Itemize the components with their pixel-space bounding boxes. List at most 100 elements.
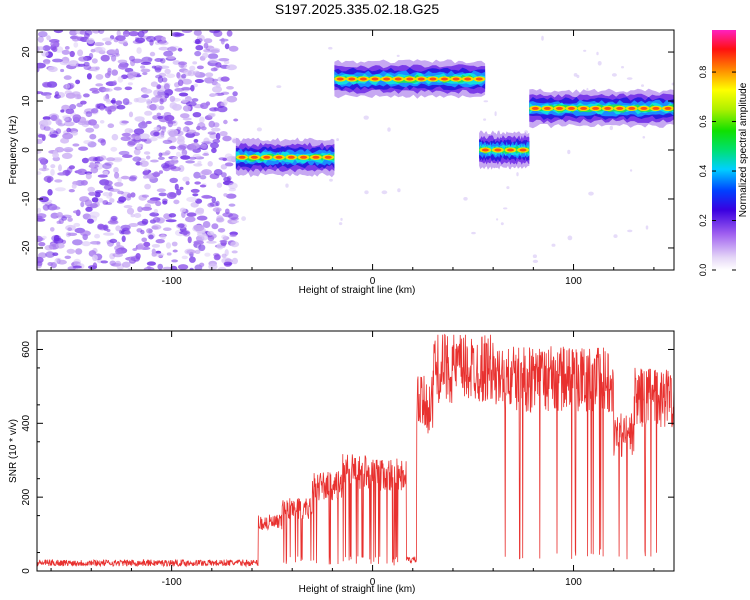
- heatmap-noise-cell: [180, 113, 190, 119]
- heatmap-signal-band: [334, 59, 486, 99]
- heatmap-noise-cell: [202, 145, 208, 151]
- heatmap-noise-cell: [167, 56, 176, 60]
- heatmap-noise-cell: [163, 213, 171, 220]
- heatmap-noise-cell: [85, 206, 93, 212]
- heatmap-noise-cell: [194, 40, 202, 45]
- heatmap-noise-cell: [127, 140, 137, 146]
- heatmap-noise-cell: [143, 267, 149, 270]
- heatmap-noise-cell: [97, 223, 105, 230]
- heatmap-noise-cell: [133, 128, 145, 135]
- heatmap-noise-cell: [102, 192, 111, 197]
- heatmap-noise-cell: [83, 93, 90, 98]
- heatmap-noise-cell: [193, 240, 204, 245]
- heatmap-noise-cell: [222, 212, 234, 218]
- heatmap-noise-cell: [142, 170, 150, 175]
- heatmap-noise-cell: [90, 241, 101, 245]
- heatmap-noise-cell: [194, 79, 204, 83]
- heatmap-noise-cell: [162, 266, 172, 270]
- heatmap-noise-cell: [57, 172, 67, 176]
- heatmap-noise-cell: [54, 179, 63, 183]
- heatmap-noise-cell: [72, 114, 82, 121]
- heatmap-noise-cell: [186, 196, 198, 203]
- heatmap-noise-cell: [216, 107, 221, 112]
- heatmap-faint-cell: [567, 235, 573, 241]
- heatmap-noise-cell: [154, 67, 162, 73]
- heatmap-noise-cell: [176, 72, 181, 79]
- heatmap-noise-cell: [107, 49, 117, 54]
- heatmap-noise-cell: [182, 105, 191, 112]
- heatmap-noise-cell: [95, 83, 104, 87]
- heatmap-noise-cell: [153, 131, 160, 137]
- heatmap-noise-cell: [230, 241, 240, 248]
- heatmap-noise-cell: [49, 39, 60, 43]
- colorbar-gradient: [712, 30, 736, 270]
- heatmap-noise-cell: [203, 137, 210, 145]
- snr-ytick-label: 600: [21, 341, 32, 358]
- heatmap-noise-cell: [189, 267, 194, 270]
- heatmap-noise-cell: [71, 91, 81, 97]
- heatmap-noise-cell: [146, 98, 152, 106]
- heatmap-noise-cell: [163, 112, 172, 117]
- heatmap-noise-cell: [185, 216, 196, 223]
- heatmap-noise-cell: [71, 183, 77, 189]
- heatmap-noise-cell: [143, 241, 151, 248]
- snr-xtick-label: 100: [565, 577, 582, 588]
- heatmap-noise-cell: [166, 192, 177, 199]
- heatmap-noise-cell: [198, 244, 206, 252]
- colorbar-tick-label: 0.4: [698, 165, 708, 178]
- heatmap-noise-cell: [72, 143, 80, 147]
- heatmap-noise-cell: [113, 167, 119, 174]
- heatmap-noise-cell: [146, 155, 151, 160]
- heatmap-noise-cell: [178, 61, 185, 68]
- heatmap-noise-cell: [77, 63, 86, 67]
- heatmap-noise-cell: [163, 227, 172, 231]
- colorbar-label: Normalized spectral amplitude: [738, 82, 749, 217]
- heatmap-noise-cell: [128, 129, 134, 133]
- heatmap-noise-cell: [153, 171, 160, 177]
- heatmap-noise-cell: [127, 71, 138, 78]
- heatmap-noise-cell: [37, 171, 42, 175]
- heatmap-noise-cell: [232, 91, 238, 97]
- heatmap-noise-cell: [99, 120, 105, 124]
- heatmap-noise-cell: [64, 46, 70, 50]
- heatmap-noise-cell: [169, 177, 178, 183]
- heatmap-noise-cell: [177, 145, 187, 151]
- heatmap-faint-cell: [483, 100, 489, 103]
- heatmap-noise-cell: [137, 206, 143, 213]
- heatmap-noise-cell: [226, 64, 238, 71]
- heatmap-noise-cell: [149, 137, 158, 142]
- heatmap-faint-cell: [500, 222, 504, 226]
- heatmap-noise-cell: [89, 133, 97, 140]
- heatmap-peak-core: [519, 148, 527, 152]
- heatmap-peak-core: [604, 106, 612, 110]
- heatmap-noise-cell: [161, 36, 166, 42]
- heatmap-noise-cell: [213, 122, 220, 128]
- colorbar-tick-label: 0.8: [698, 66, 708, 79]
- heatmap-noise-cell: [110, 215, 118, 221]
- heatmap-noise-cell: [195, 45, 204, 51]
- heatmap-noise-cell: [219, 131, 228, 137]
- heatmap-noise-cell: [140, 68, 151, 73]
- heatmap-noise-cell: [194, 50, 202, 57]
- colorbar-ticks: 0.0 0.2 0.4 0.6 0.8: [698, 66, 736, 276]
- heatmap-noise-cell: [80, 201, 85, 208]
- heatmap-noise-cell: [50, 164, 56, 169]
- heatmap-noise-cell: [216, 215, 224, 222]
- heatmap-noise-cell: [63, 121, 75, 127]
- heatmap-noise-cell: [141, 56, 153, 64]
- heatmap-noise-cell: [177, 47, 183, 52]
- heatmap-noise-cell: [116, 30, 121, 37]
- chart-title: S197.2025.335.02.18.G25: [275, 1, 439, 17]
- heatmap-noise-cell: [204, 252, 211, 257]
- heatmap-noise-cell: [105, 106, 111, 112]
- heatmap-noise-cell: [192, 193, 199, 197]
- heatmap-noise-cell: [182, 117, 192, 121]
- heatmap-noise-cell: [120, 175, 130, 180]
- heatmap-noise-cell: [44, 244, 54, 251]
- heatmap-noise-cell: [197, 122, 206, 129]
- heatmap-noise-cell: [50, 262, 57, 269]
- heatmap-noise-cell: [156, 188, 166, 193]
- heatmap-noise-cell: [134, 116, 145, 122]
- heatmap-noise-cell: [142, 88, 153, 94]
